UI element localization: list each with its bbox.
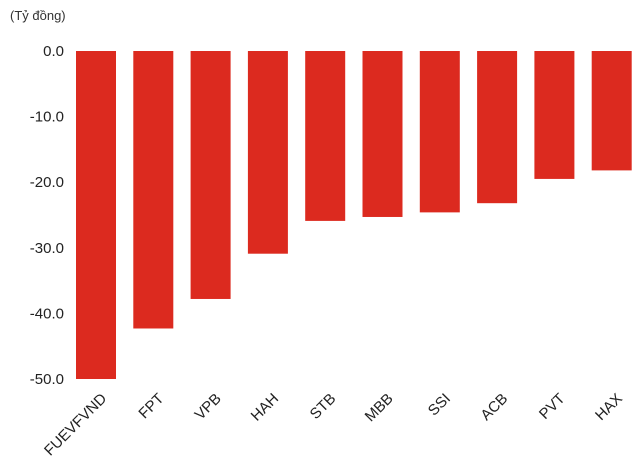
bars (76, 51, 632, 379)
x-tick-label: VPB (192, 390, 225, 423)
bar-fpt (133, 51, 174, 329)
bar-mbb (362, 51, 403, 217)
x-tick-label: FPT (135, 390, 167, 422)
x-tick-label: PVT (536, 390, 569, 423)
bar-fuevfvnd (76, 51, 116, 379)
y-tick-label: -30.0 (30, 240, 64, 257)
bar-vpb (190, 51, 231, 299)
bar-stb (305, 51, 346, 221)
y-tick-label: 0.0 (43, 43, 64, 60)
y-tick-label: -10.0 (30, 109, 64, 126)
y-tick-label: -40.0 (30, 305, 64, 322)
bar-acb (477, 51, 518, 204)
x-tick-label: MBB (362, 390, 397, 425)
x-axis: FUEVFVND FPT VPB HAH STB MBB SSI ACB PVT HAX (41, 390, 626, 459)
bar-pvt (534, 51, 575, 179)
bar-hax (591, 51, 632, 171)
y-axis: 0.0 -10.0 -20.0 -30.0 -40.0 -50.0 (30, 43, 64, 388)
bar-ssi (419, 51, 460, 213)
x-tick-label: FUEVFVND (41, 390, 110, 459)
x-tick-label: STB (307, 390, 340, 423)
x-tick-label: HAH (248, 390, 282, 424)
x-tick-label: SSI (425, 390, 454, 419)
x-tick-label: ACB (477, 390, 511, 424)
y-tick-label: -20.0 (30, 174, 64, 191)
x-tick-label: HAX (592, 390, 626, 424)
unit-label: (Tỷ đồng) (10, 8, 66, 23)
bar-hah (247, 51, 288, 254)
y-tick-label: -50.0 (30, 371, 64, 388)
